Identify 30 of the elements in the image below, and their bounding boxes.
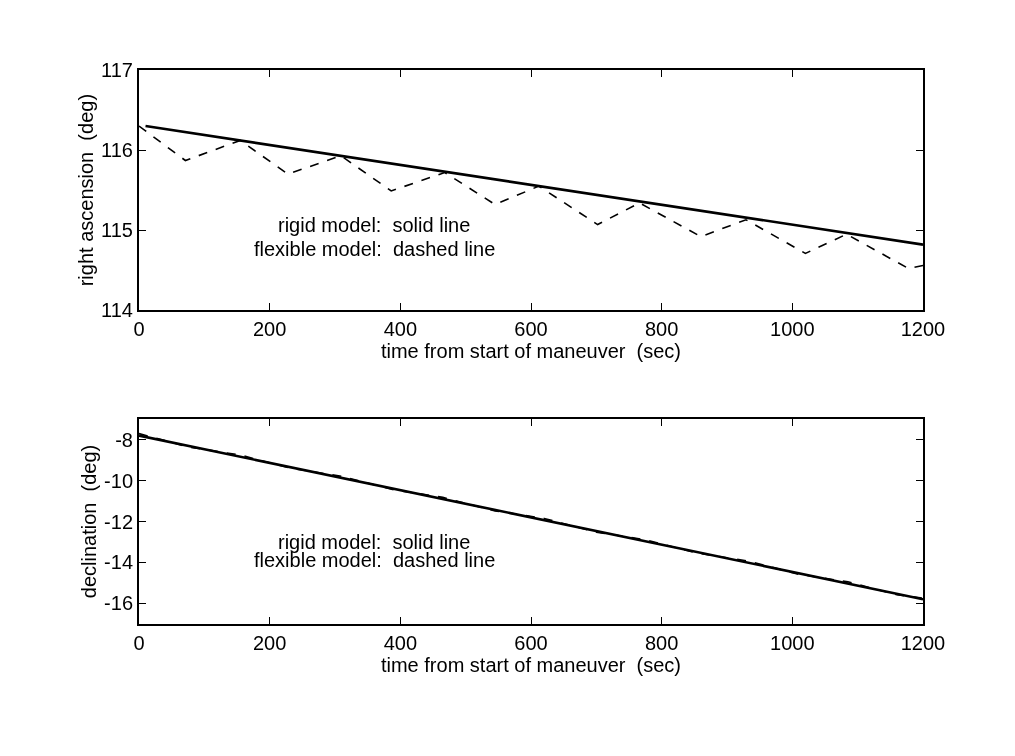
x-tick-label: 800	[644, 318, 679, 341]
x-tick-label: 1200	[900, 318, 946, 341]
y-tick-label: -12	[104, 510, 133, 533]
x-axis-title: time from start of maneuver (sec)	[380, 340, 682, 363]
x-tick-label: 200	[252, 631, 287, 654]
x-tick-label: 1200	[900, 631, 946, 654]
x-tick-label: 400	[383, 631, 418, 654]
y-axis-title: declination (deg)	[78, 444, 101, 599]
y-tick-label: 117	[101, 59, 133, 81]
y-tick-label: -16	[104, 592, 133, 615]
x-tick-label: 0	[133, 631, 145, 654]
y-tick-label: -8	[115, 428, 133, 451]
annotation: flexible model: dashed line	[254, 238, 496, 260]
y-tick-label: -10	[104, 469, 133, 492]
y-tick-label: -14	[104, 551, 133, 574]
x-tick-label: 1000	[770, 318, 815, 341]
y-tick-label: 116	[101, 139, 133, 162]
x-tick-label: 400	[383, 318, 418, 341]
y-axis-title: right ascension (deg)	[75, 93, 98, 287]
x-tick-label: 800	[644, 631, 679, 654]
x-tick-label: 1000	[770, 631, 815, 654]
annotation: rigid model: solid line	[278, 214, 471, 236]
y-tick-label: 115	[101, 219, 133, 242]
annotation: rigid model: solid line	[278, 531, 471, 553]
x-tick-label: 200	[252, 318, 287, 341]
x-tick-label: 600	[514, 631, 548, 654]
x-tick-label: 600	[514, 318, 548, 341]
x-axis-title: time from start of maneuver (sec)	[380, 653, 682, 676]
y-tick-label: 114	[101, 299, 133, 322]
x-tick-label: 0	[133, 318, 145, 341]
